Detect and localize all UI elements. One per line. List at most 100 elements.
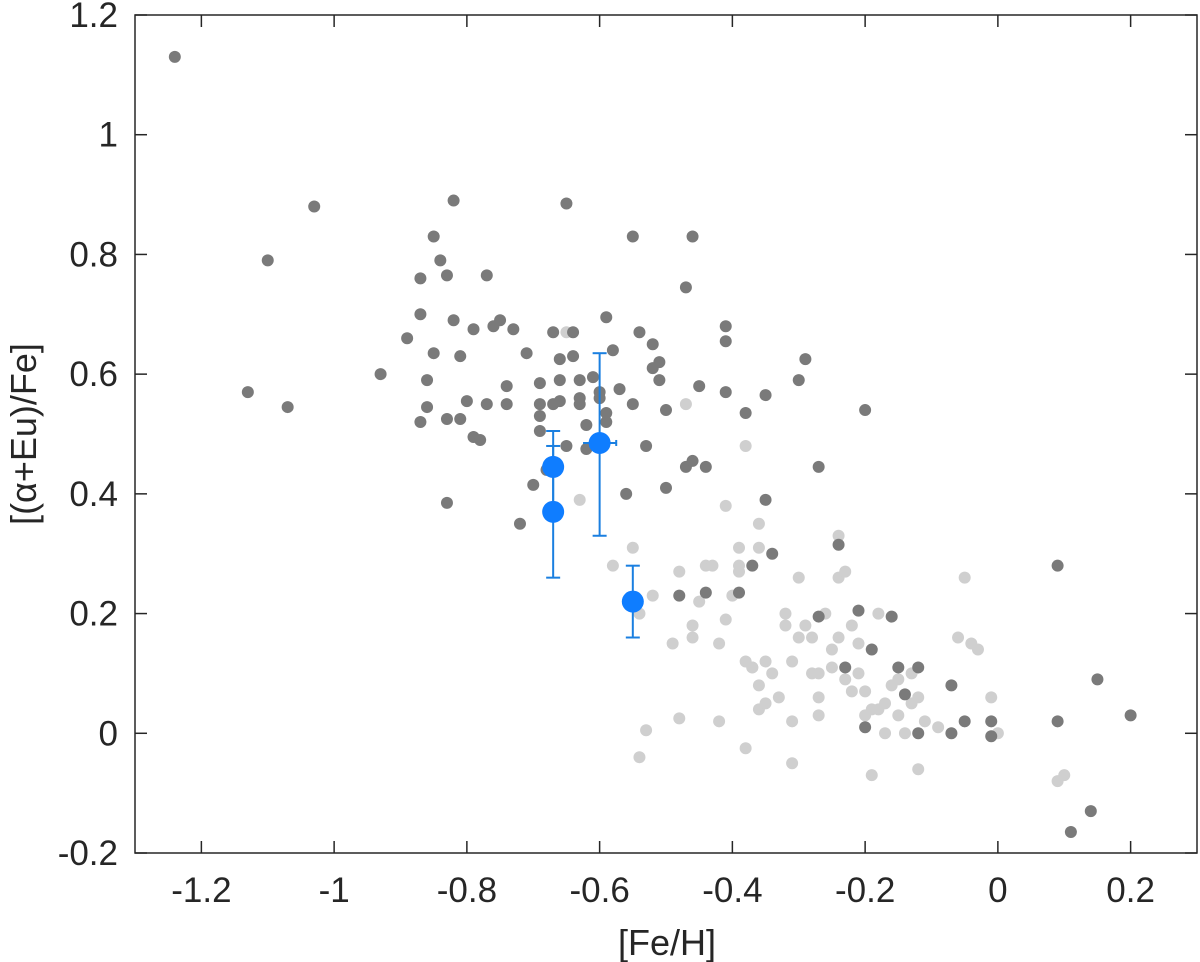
dark-point [533, 377, 546, 390]
light-point [859, 685, 872, 698]
dark-point [812, 610, 825, 623]
dark-point [460, 395, 473, 408]
light-point [865, 769, 878, 782]
dark-point [653, 356, 666, 369]
light-point [839, 565, 852, 578]
dark-point [686, 454, 699, 467]
dark-point [440, 269, 453, 282]
x-tick-label: -0.4 [702, 871, 762, 910]
light-point [640, 724, 653, 737]
light-point [713, 637, 726, 650]
light-point [918, 715, 931, 728]
x-tick-label: -0.2 [835, 871, 895, 910]
y-tick-label: 0 [99, 714, 118, 753]
series-0 [168, 50, 1137, 839]
y-axis-title: [(α+Eu)/Fe] [3, 343, 44, 525]
dark-point [480, 269, 493, 282]
dark-point [1051, 715, 1064, 728]
dark-point [985, 715, 998, 728]
dark-point [553, 395, 566, 408]
dark-point [261, 254, 274, 267]
light-point [573, 493, 586, 506]
dark-point [958, 715, 971, 728]
dark-point [679, 281, 692, 294]
series-1 [560, 326, 1071, 788]
dark-point [759, 493, 772, 506]
dark-point [633, 326, 646, 339]
light-point [812, 667, 825, 680]
dark-point [885, 610, 898, 623]
series-2 [542, 352, 644, 639]
y-tick-label: -0.2 [58, 834, 118, 873]
dark-point [474, 433, 487, 446]
dark-point [626, 398, 639, 411]
dark-point [414, 416, 427, 429]
light-point [706, 559, 719, 572]
dark-point [746, 559, 759, 572]
dark-point [626, 230, 639, 243]
dark-point [839, 661, 852, 674]
light-point [845, 685, 858, 698]
light-point [673, 565, 686, 578]
light-point [693, 595, 706, 608]
dark-point [421, 401, 434, 414]
y-tick-label: 0.6 [69, 355, 118, 394]
dark-point [640, 439, 653, 452]
light-point [759, 697, 772, 710]
dark-point [527, 478, 540, 491]
dark-point [766, 547, 779, 560]
light-point [752, 541, 765, 554]
light-point [779, 607, 792, 620]
light-point [746, 661, 759, 674]
light-point [852, 667, 865, 680]
dark-point [480, 398, 493, 411]
dark-point [447, 314, 460, 327]
dark-point [586, 371, 599, 384]
x-tick-label: -0.6 [569, 871, 629, 910]
dark-point [699, 586, 712, 599]
dark-point [421, 374, 434, 387]
x-tick-label: -0.8 [437, 871, 497, 910]
dark-point [513, 517, 526, 530]
dark-point [686, 230, 699, 243]
light-point [772, 691, 785, 704]
dark-point [567, 326, 580, 339]
y-tick-label: 0.2 [69, 595, 118, 634]
light-point [733, 541, 746, 554]
dark-point [898, 688, 911, 701]
dark-point [739, 407, 752, 420]
y-axis: -0.2 0 0.2 0.4 0.6 0.8 1 1.2 [58, 0, 1197, 873]
light-point [606, 559, 619, 572]
dark-point [533, 425, 546, 438]
dark-point [600, 311, 613, 324]
light-point [806, 631, 819, 644]
dark-point [573, 374, 586, 387]
light-point [812, 709, 825, 722]
light-point [759, 655, 772, 668]
light-point [892, 673, 905, 686]
dark-point [1084, 805, 1097, 818]
dark-point [719, 335, 732, 348]
light-point [825, 661, 838, 674]
dark-point [573, 392, 586, 405]
dark-point [660, 481, 672, 494]
dark-point [759, 389, 772, 402]
dark-point [912, 727, 925, 740]
light-point [832, 631, 845, 644]
dark-point [374, 368, 387, 381]
dark-point [719, 386, 732, 399]
light-point [686, 631, 699, 644]
dark-point [1051, 559, 1064, 572]
light-point [739, 439, 752, 452]
dark-point [467, 323, 480, 336]
light-point [673, 712, 686, 725]
light-point [892, 709, 905, 722]
dark-point [500, 380, 513, 393]
data-points [168, 50, 1137, 839]
dark-point [1124, 709, 1137, 722]
light-point [719, 499, 732, 512]
dark-point [859, 404, 872, 417]
dark-point [660, 404, 672, 417]
dark-point [613, 383, 626, 396]
light-point [792, 571, 805, 584]
